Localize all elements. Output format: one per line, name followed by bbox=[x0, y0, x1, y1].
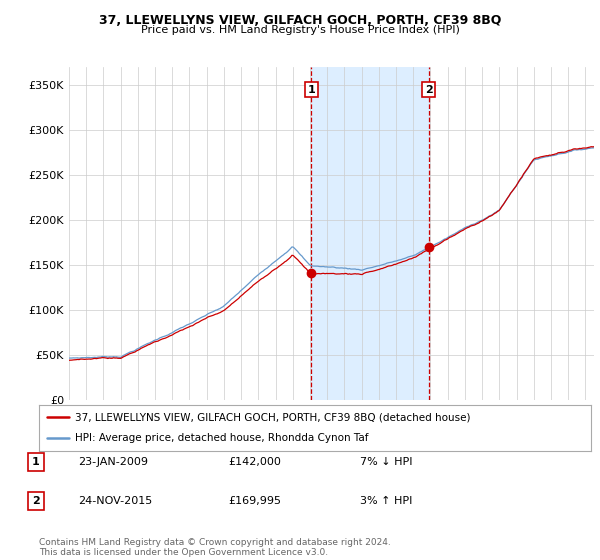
Text: 3% ↑ HPI: 3% ↑ HPI bbox=[360, 496, 412, 506]
Text: 23-JAN-2009: 23-JAN-2009 bbox=[78, 457, 148, 467]
Text: 24-NOV-2015: 24-NOV-2015 bbox=[78, 496, 152, 506]
Text: 1: 1 bbox=[32, 457, 40, 467]
Text: 37, LLEWELLYNS VIEW, GILFACH GOCH, PORTH, CF39 8BQ: 37, LLEWELLYNS VIEW, GILFACH GOCH, PORTH… bbox=[99, 14, 501, 27]
Text: Price paid vs. HM Land Registry's House Price Index (HPI): Price paid vs. HM Land Registry's House … bbox=[140, 25, 460, 35]
Text: 2: 2 bbox=[32, 496, 40, 506]
Text: Contains HM Land Registry data © Crown copyright and database right 2024.
This d: Contains HM Land Registry data © Crown c… bbox=[39, 538, 391, 557]
Bar bbox=[311, 67, 429, 400]
Text: £142,000: £142,000 bbox=[228, 457, 281, 467]
Text: 37, LLEWELLYNS VIEW, GILFACH GOCH, PORTH, CF39 8BQ (detached house): 37, LLEWELLYNS VIEW, GILFACH GOCH, PORTH… bbox=[75, 412, 470, 422]
Text: 7% ↓ HPI: 7% ↓ HPI bbox=[360, 457, 413, 467]
Text: HPI: Average price, detached house, Rhondda Cynon Taf: HPI: Average price, detached house, Rhon… bbox=[75, 433, 368, 444]
Text: 2: 2 bbox=[425, 85, 433, 95]
Text: 1: 1 bbox=[307, 85, 315, 95]
Text: £169,995: £169,995 bbox=[228, 496, 281, 506]
